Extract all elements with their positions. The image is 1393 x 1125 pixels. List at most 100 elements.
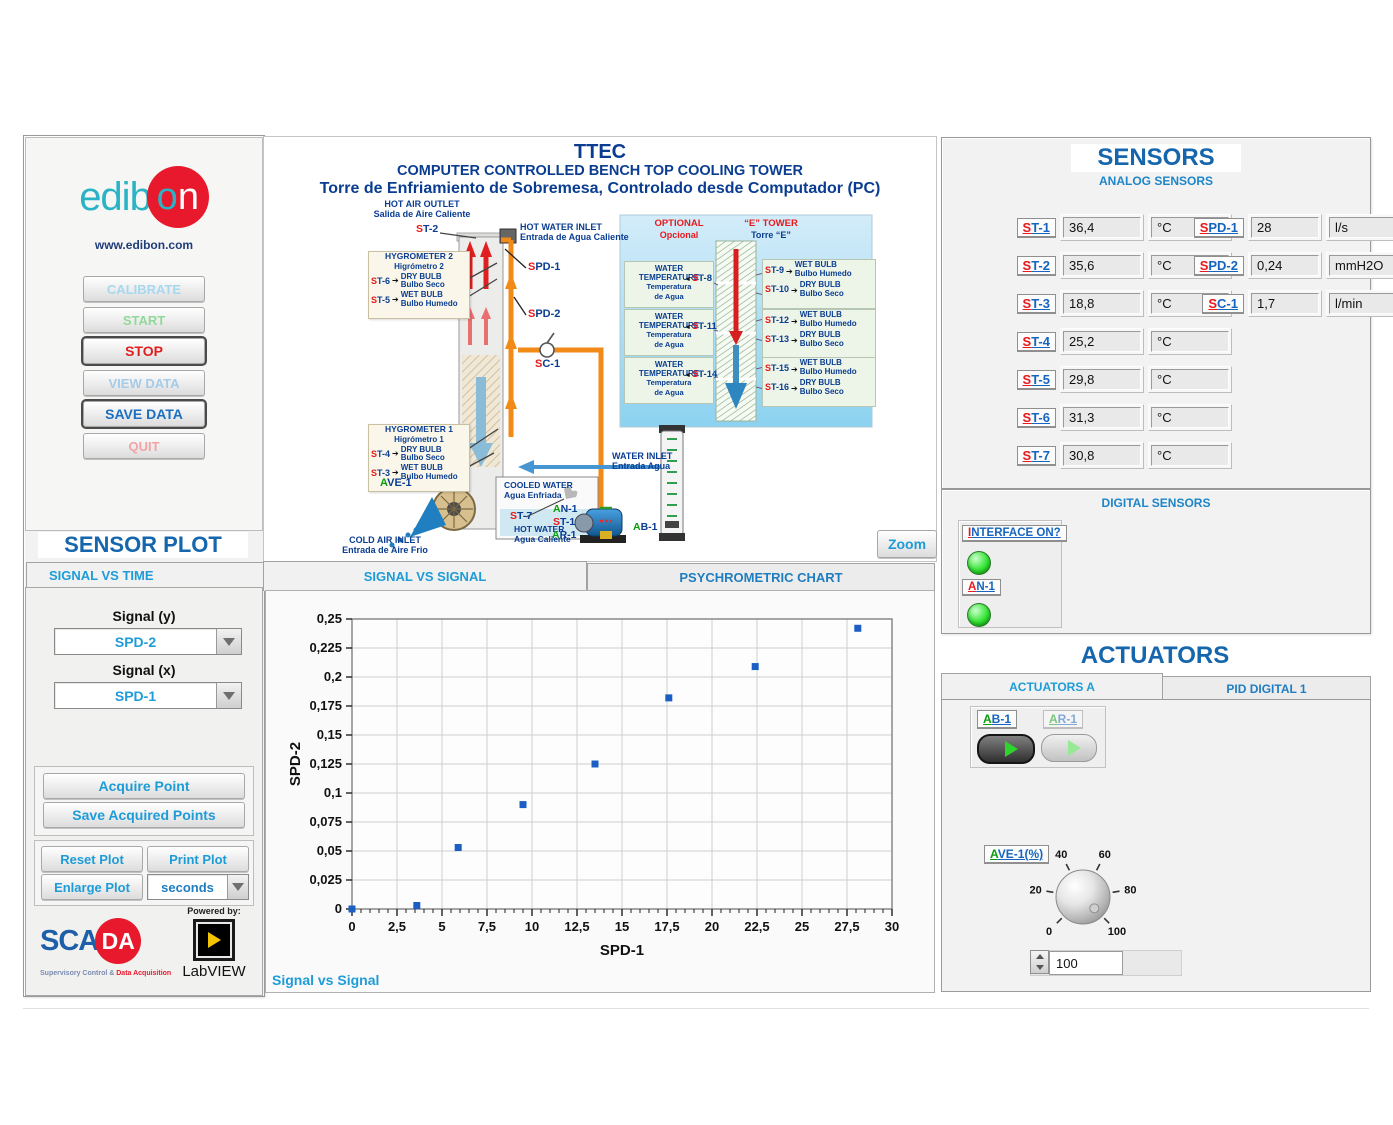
stop-button[interactable]: STOP bbox=[81, 336, 207, 366]
svg-text:0,15: 0,15 bbox=[317, 727, 342, 742]
chevron-down-icon[interactable] bbox=[227, 875, 248, 899]
chevron-down-icon[interactable] bbox=[216, 683, 241, 708]
spd1-tag: SPD-1 bbox=[528, 261, 561, 273]
process-diagram: TTEC COMPUTER CONTROLLED BENCH TOP COOLI… bbox=[263, 136, 937, 562]
ave1-tag: AVE-1 bbox=[380, 477, 412, 489]
edibon-logo-text: edib bbox=[79, 174, 152, 219]
st7-unit: °C bbox=[1151, 445, 1229, 466]
svg-text:0,1: 0,1 bbox=[324, 785, 342, 800]
signal-vs-signal-chart: 0 2,5 5 7,5 10 12,5 15 17,5 20 22,5 25 27,5 30 0 0,025… bbox=[287, 611, 899, 959]
svg-text:25: 25 bbox=[795, 919, 809, 934]
signal-y-select[interactable]: SPD-2 bbox=[54, 628, 242, 655]
sensor-row: SC-1 1,7 l/min bbox=[1180, 290, 1393, 317]
digital-sensors-heading: DIGITAL SENSORS bbox=[1101, 496, 1211, 510]
start-button[interactable]: START bbox=[83, 307, 205, 333]
enlarge-plot-button[interactable]: Enlarge Plot bbox=[41, 874, 143, 900]
sensor-row: SPD-2 0,24 mmH2O bbox=[1180, 252, 1393, 279]
svg-text:0,225: 0,225 bbox=[309, 640, 342, 655]
view-data-button[interactable]: VIEW DATA bbox=[83, 370, 205, 396]
ave1-spinner[interactable] bbox=[1030, 950, 1049, 974]
calibrate-button[interactable]: CALIBRATE bbox=[83, 276, 205, 302]
interface-on-led bbox=[967, 551, 991, 575]
svg-text:SPD-1: SPD-1 bbox=[600, 942, 644, 959]
st7-tag: ST-7 bbox=[510, 510, 533, 522]
arrow-right-icon bbox=[789, 280, 800, 298]
decrement-icon[interactable] bbox=[1035, 965, 1044, 970]
sensor-row: SPD-1 28 l/s bbox=[1180, 214, 1393, 241]
cold-air-inlet-label: COLD AIR INLET Entrada de Aire Frio bbox=[342, 535, 428, 556]
sensors-panel: SENSORS ANALOG SENSORS ST-1 36,4 °C ST-2… bbox=[941, 137, 1393, 489]
arrow-right-icon bbox=[789, 359, 800, 377]
st5-unit: °C bbox=[1151, 369, 1229, 390]
st2-tag: ST-2 bbox=[416, 223, 439, 235]
analog-sensors-heading: ANALOG SENSORS bbox=[1098, 174, 1213, 188]
pump-fan-group: AB-1 AR-1 bbox=[970, 706, 1106, 768]
chevron-down-icon[interactable] bbox=[216, 629, 241, 654]
svg-text:0: 0 bbox=[348, 919, 355, 934]
website-link[interactable]: www.edibon.com bbox=[94, 238, 194, 252]
an1-led bbox=[967, 603, 991, 627]
svg-text:10: 10 bbox=[525, 919, 539, 934]
svg-text:0,025: 0,025 bbox=[309, 872, 342, 887]
spd1-value: 28 bbox=[1251, 217, 1319, 238]
svg-text:0,05: 0,05 bbox=[317, 843, 342, 858]
sensor-row: ST-7 30,8 °C bbox=[1000, 442, 1232, 469]
hot-air-outlet-label: HOT AIR OUTLET Salida de Aire Caliente bbox=[373, 199, 471, 220]
tab-psychrometric-chart[interactable]: PSYCHROMETRIC CHART bbox=[587, 563, 935, 591]
ab1-toggle[interactable] bbox=[977, 734, 1035, 764]
svg-text:17,5: 17,5 bbox=[654, 919, 679, 934]
svg-text:0: 0 bbox=[1046, 926, 1052, 938]
st1-value: 36,4 bbox=[1063, 217, 1141, 238]
signal-y-label: Signal (y) bbox=[112, 608, 176, 624]
ab1-label: AB-1 bbox=[977, 710, 1018, 729]
st6-label: ST-6 bbox=[1016, 407, 1056, 428]
control-buttons: CALIBRATE START STOP VIEW DATA SAVE DATA… bbox=[81, 276, 207, 459]
ave1-value-field[interactable]: 100 bbox=[1049, 951, 1123, 975]
sidebar-logo-box: edib o n www.edibon.com CALIBRATE START … bbox=[25, 137, 263, 531]
tab-pid-digital-1[interactable]: PID DIGITAL 1 bbox=[1162, 676, 1371, 701]
ar1-toggle[interactable] bbox=[1041, 734, 1097, 762]
reset-plot-button[interactable]: Reset Plot bbox=[41, 846, 143, 872]
quit-button[interactable]: QUIT bbox=[83, 433, 205, 459]
zoom-button[interactable]: Zoom bbox=[877, 530, 937, 558]
svg-text:100: 100 bbox=[1108, 926, 1126, 938]
st6-unit: °C bbox=[1151, 407, 1229, 428]
water-temp-box-2: WATER TEMPERATURE Temperatura de Agua bbox=[624, 309, 714, 356]
e-tower-label: “E” TOWER Torre “E” bbox=[744, 218, 798, 240]
ave1-knob[interactable]: 0 20 40 60 80 100 bbox=[1021, 835, 1145, 959]
increment-icon[interactable] bbox=[1035, 954, 1044, 959]
print-plot-button[interactable]: Print Plot bbox=[147, 846, 249, 872]
st3-label: ST-3 bbox=[1016, 293, 1056, 314]
sensor-row: ST-6 31,3 °C bbox=[1000, 404, 1232, 431]
save-acquired-points-button[interactable]: Save Acquired Points bbox=[43, 802, 245, 828]
tab-signal-vs-time[interactable]: SIGNAL VS TIME bbox=[26, 562, 278, 588]
spd1-label: SPD-1 bbox=[1193, 217, 1244, 238]
spd2-value: 0,24 bbox=[1251, 255, 1319, 276]
analog-right-column: SPD-1 28 l/s SPD-2 0,24 mmH2O SC-1 1,7 l… bbox=[1180, 214, 1393, 328]
ave1-label: AVE-1(%) bbox=[984, 845, 1050, 864]
hot-water-label: HOT WATER Agua Caliente bbox=[514, 524, 571, 544]
tab-signal-vs-signal[interactable]: SIGNAL VS SIGNAL bbox=[263, 561, 587, 591]
sensor-plot-heading: SENSOR PLOT bbox=[25, 532, 261, 558]
signal-x-select[interactable]: SPD-1 bbox=[54, 682, 242, 709]
save-data-button[interactable]: SAVE DATA bbox=[81, 399, 207, 429]
actuators-heading: ACTUATORS bbox=[941, 642, 1369, 670]
st8-tag: ST-8 bbox=[683, 273, 712, 285]
svg-text:5: 5 bbox=[438, 919, 445, 934]
sidebar-plot-controls: Signal (y) SPD-2 Signal (x) SPD-1 Acquir… bbox=[25, 587, 263, 996]
st7-label: ST-7 bbox=[1016, 445, 1056, 466]
arrow-right-icon bbox=[390, 276, 401, 286]
digital-sensors-panel: DIGITAL SENSORS INTERFACE ON? AN-1 bbox=[941, 489, 1371, 634]
svg-text:0,125: 0,125 bbox=[309, 756, 342, 771]
edibon-logo-circle: o n bbox=[146, 166, 209, 228]
tab-actuators-a[interactable]: ACTUATORS A bbox=[941, 673, 1163, 700]
svg-text:27,5: 27,5 bbox=[834, 919, 859, 934]
st4-label: ST-4 bbox=[1016, 331, 1056, 352]
st14-tag: ST-14 bbox=[683, 369, 717, 381]
st4-value: 25,2 bbox=[1063, 331, 1141, 352]
interval-unit-select[interactable]: seconds bbox=[147, 874, 249, 900]
acquire-point-button[interactable]: Acquire Point bbox=[43, 773, 245, 799]
diagram-subtitle-es: Torre de Enfriamiento de Sobremesa, Cont… bbox=[319, 180, 881, 197]
